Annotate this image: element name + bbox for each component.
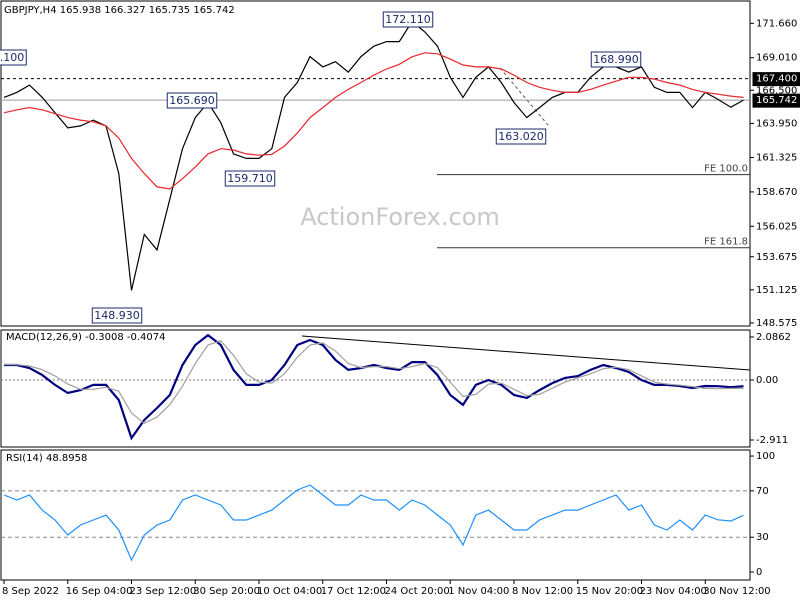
macd-pane: [0, 329, 751, 448]
y-tick-label: 171.660: [756, 18, 797, 29]
x-tick-label: 15 Nov 20:00: [576, 586, 643, 597]
y-tick-label: 148.575: [756, 318, 797, 329]
y-tick-label: 158.670: [756, 187, 797, 198]
y-tick-label: 30: [756, 532, 769, 543]
y-tick-label: 166.500: [756, 85, 797, 96]
y-tick-label: -2.911: [756, 435, 788, 446]
y-tick-label: 0: [756, 567, 762, 578]
y-tick-label: 169.010: [756, 53, 797, 64]
annotation: 168.990: [593, 53, 639, 66]
x-tick-label: 10 Oct 04:00: [257, 586, 322, 597]
annotation: 163.020: [498, 130, 544, 143]
label-box: [0, 49, 27, 66]
series-line: [3, 340, 744, 425]
y-tick-label: 161.325: [756, 152, 797, 163]
x-tick-label: 17 Oct 12:00: [321, 586, 386, 597]
x-tick-label: 24 Oct 20:00: [385, 586, 450, 597]
annotation: 172.110: [385, 13, 431, 26]
annotation: 159.710: [227, 172, 273, 185]
y-tick-label: 153.675: [756, 252, 797, 263]
x-tick-label: 1 Nov 04:00: [448, 586, 509, 597]
y-tick-label: 163.950: [756, 118, 797, 129]
x-tick-label: 8 Nov 12:00: [512, 586, 573, 597]
rsi-title: RSI(14) 48.8958: [6, 453, 87, 464]
label-box: [91, 307, 143, 324]
macd-title: MACD(12,26,9) -0.3008 -0.4074: [6, 332, 166, 343]
label-box: [224, 170, 276, 187]
x-tick-label: 30 Sep 20:00: [193, 586, 260, 597]
label-box: [495, 128, 547, 145]
annotation: .100: [0, 51, 24, 64]
x-tick-label: 8 Sep 2022: [2, 586, 59, 597]
y-tick-label: 151.125: [756, 285, 797, 296]
fe-label: FE 161.8: [704, 237, 748, 248]
annotation: 148.930: [94, 309, 140, 322]
y-tick-label: 100: [756, 451, 775, 462]
watermark: ActionForex.com: [300, 203, 500, 231]
rsi-pane: [0, 449, 751, 581]
label-box: [382, 11, 434, 28]
y-tick-label: 2.0862: [756, 332, 791, 343]
level-label: 167.400: [756, 74, 797, 85]
x-tick-label: 30 Nov 12:00: [703, 586, 770, 597]
fe-label: FE 100.0: [704, 164, 748, 175]
x-tick-label: 16 Sep 04:00: [66, 586, 133, 597]
trend-line: [499, 67, 549, 126]
x-tick-label: 23 Sep 12:00: [130, 586, 197, 597]
label-box: [166, 92, 218, 109]
price-pane: [0, 0, 751, 327]
macd-trend-line: [301, 335, 751, 371]
series-line: [4, 333, 744, 441]
annotation: 165.690: [169, 94, 215, 107]
label-box: [752, 72, 800, 87]
series-line: [3, 20, 744, 291]
series-line: [3, 52, 744, 190]
label-box: [752, 93, 800, 108]
y-tick-label: 70: [756, 486, 769, 497]
level-label: 165.742: [756, 95, 797, 106]
y-tick-label: 156.025: [756, 221, 797, 232]
y-tick-label: 0.00: [756, 375, 778, 386]
series-line: [3, 484, 744, 562]
x-tick-label: 23 Nov 04:00: [640, 586, 707, 597]
label-box: [590, 51, 642, 68]
chart-title: GBPJPY,H4 165.938 166.327 165.735 165.74…: [4, 5, 235, 16]
